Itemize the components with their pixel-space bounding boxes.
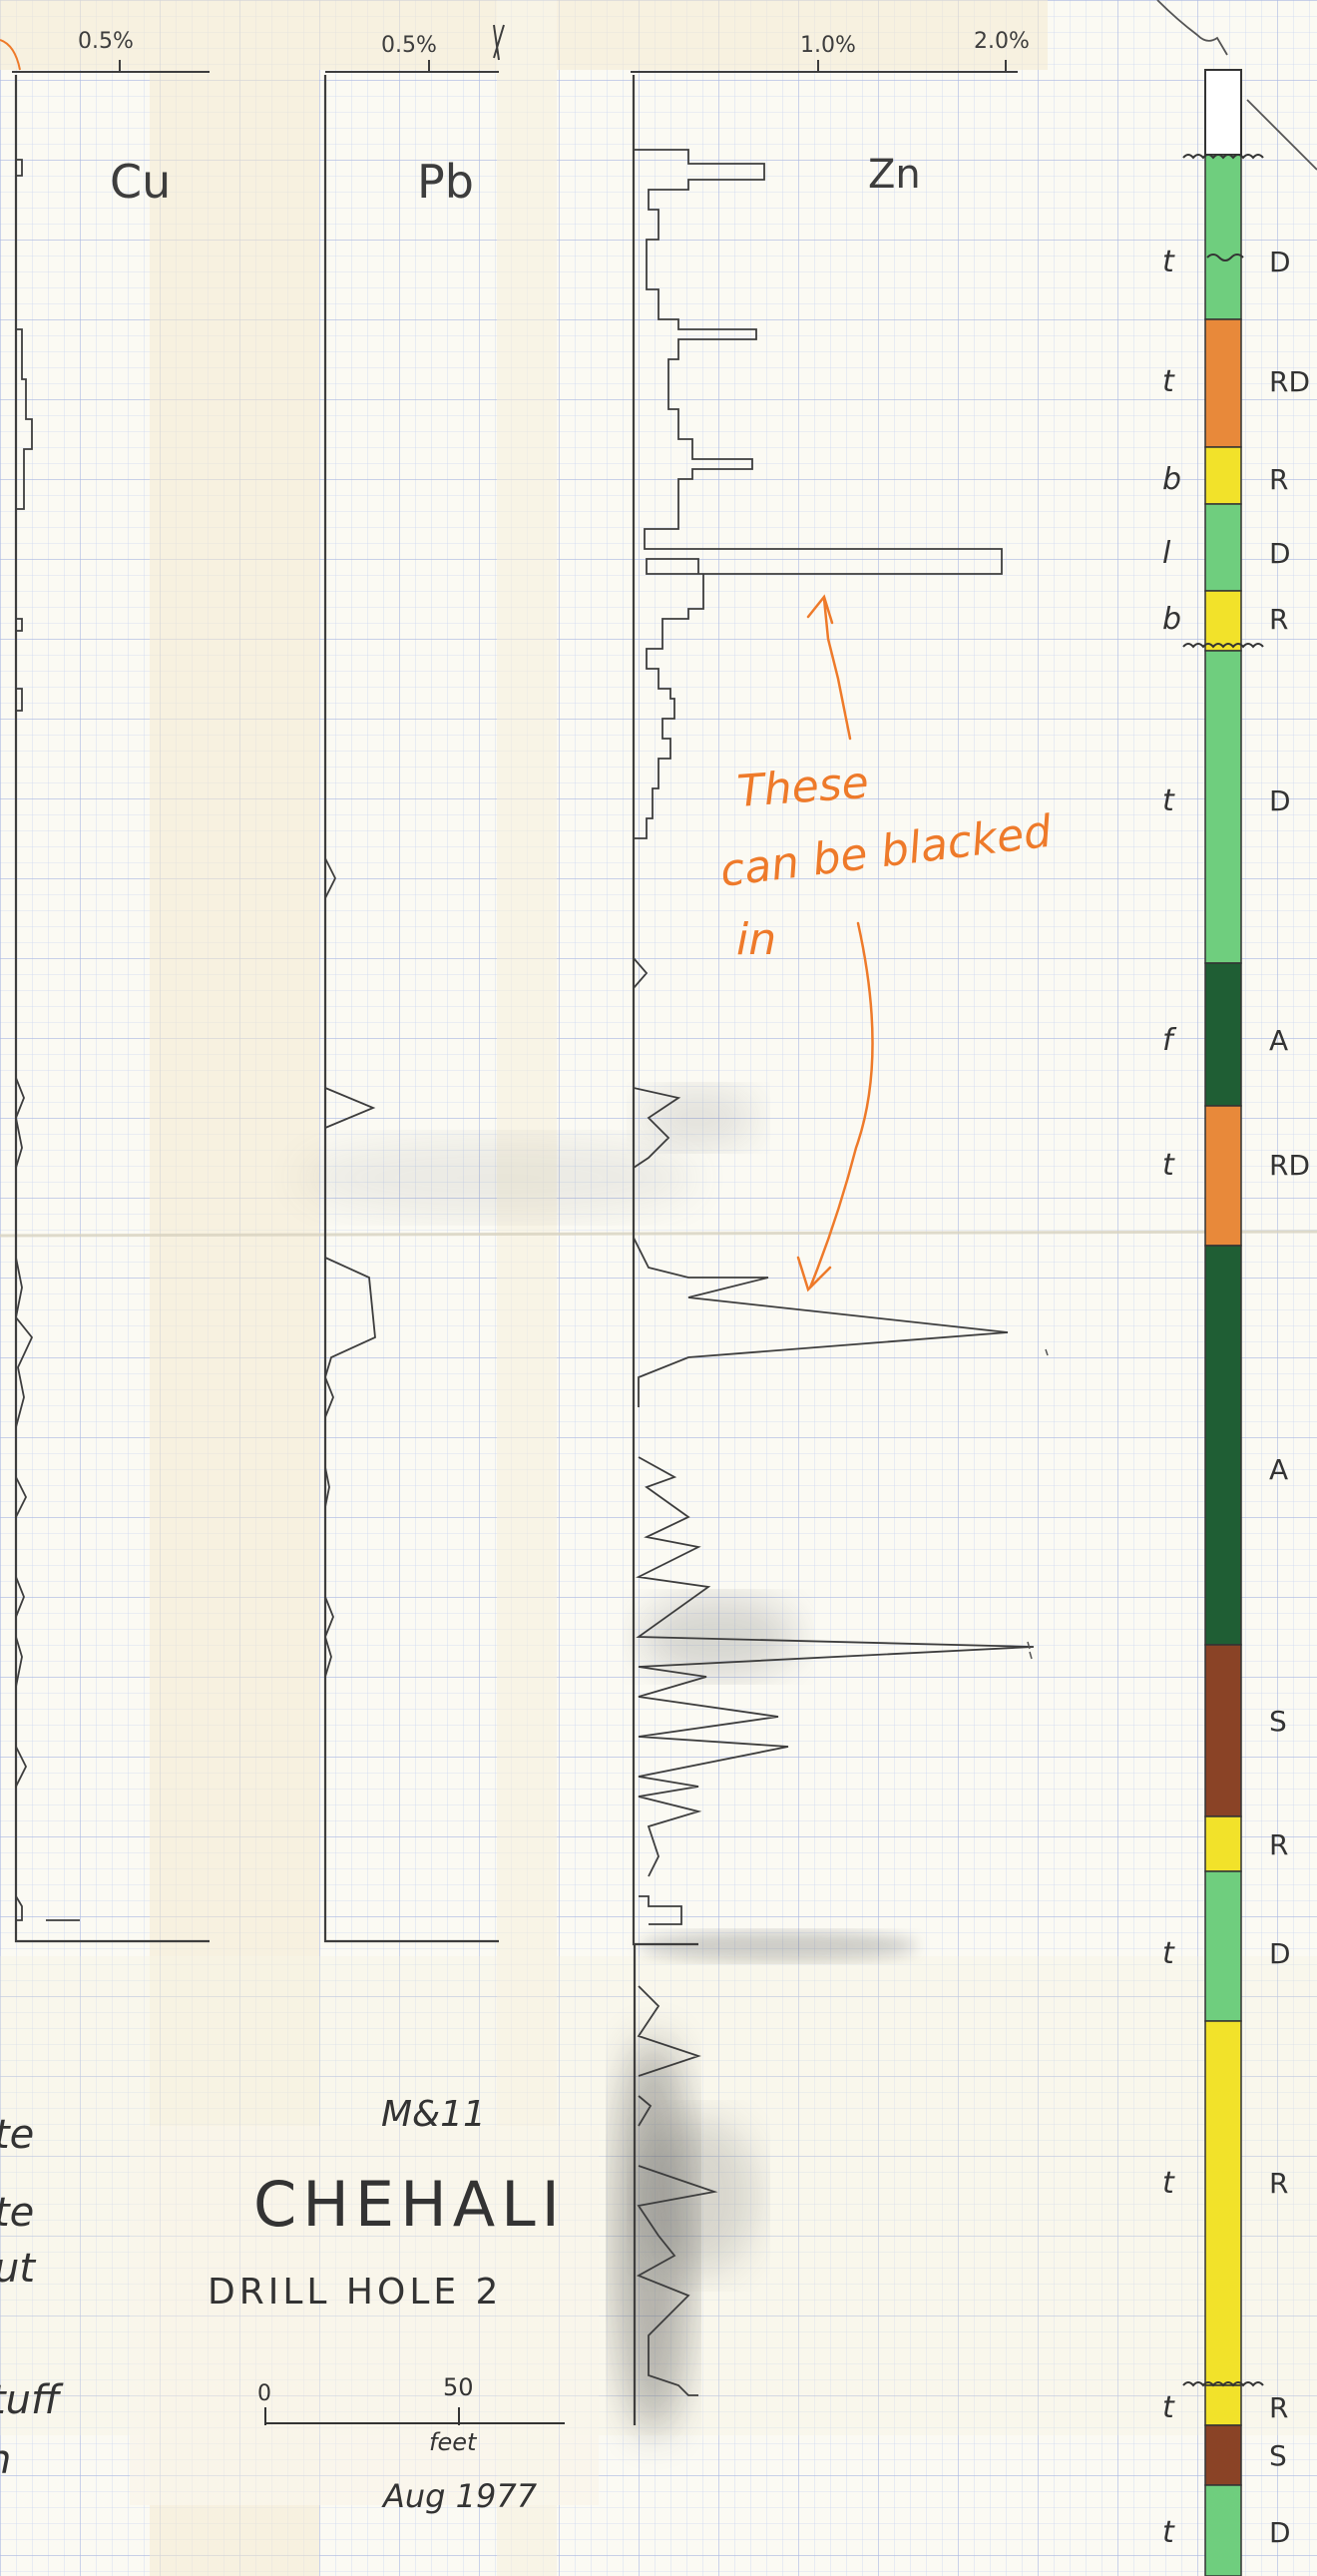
- cu-assay-curve: [15, 159, 80, 1921]
- lithology-interval: [1204, 2384, 1242, 2426]
- title-block: M&11 CHEHALI DRILL HOLE 2 0 50 feet Aug …: [208, 2094, 566, 2515]
- zn-scale-label-2: 2.0%: [974, 29, 1030, 54]
- lithology-alteration-code: D: [1269, 2516, 1291, 2549]
- left-fragment-5: n: [0, 2437, 11, 2483]
- fold-line: [0, 1230, 1317, 1238]
- lithology-interval: [1204, 1644, 1242, 1817]
- annotation-note: These can be blacked in: [717, 758, 1056, 965]
- lithology-interval: [1204, 503, 1242, 592]
- pb-track-frame: [323, 75, 499, 1943]
- lithology-interval: [1204, 1815, 1242, 1872]
- pb-scale-label: 0.5%: [381, 33, 437, 58]
- lithology-alteration-code: S: [1269, 2439, 1287, 2472]
- sheet-date: Aug 1977: [381, 2477, 538, 2515]
- cu-track-frame: [14, 75, 210, 1943]
- lithology-rock-code: t: [1162, 2515, 1175, 2550]
- lithology-rock-code: t: [1162, 245, 1175, 279]
- down-arrow: [796, 921, 874, 1292]
- scale-bar: [264, 2407, 565, 2425]
- lithology-alteration-code: D: [1269, 784, 1291, 817]
- lithology-alteration-code: R: [1269, 603, 1288, 636]
- sheet-title: CHEHALI: [253, 2168, 566, 2241]
- lithology-interval: [1204, 590, 1242, 652]
- lithology-interval: [1204, 1245, 1242, 1646]
- zn-offscale-marks: [1027, 1348, 1049, 1660]
- lithology-rock-code: b: [1162, 602, 1181, 637]
- lithology-interval: [1204, 2424, 1242, 2486]
- lithology-alteration-code: D: [1269, 1937, 1291, 1970]
- track-frames: [14, 75, 698, 2425]
- cu-track-label: Cu: [110, 155, 171, 209]
- lithology-rock-code: l: [1162, 536, 1171, 571]
- lithology-alteration-code: D: [1269, 537, 1291, 570]
- lithology-interval: [1204, 650, 1242, 964]
- lithology-alteration-code: R: [1269, 463, 1288, 496]
- lithology-rock-code: t: [1162, 1148, 1175, 1183]
- lithology-rock-code: t: [1162, 2166, 1175, 2201]
- unconformity-mark: [1182, 2381, 1264, 2387]
- lithology-unlogged-interval: [1204, 69, 1242, 156]
- drill-hole-label: DRILL HOLE 2: [208, 2272, 502, 2313]
- lithology-rock-code: t: [1162, 1936, 1175, 1971]
- track-labels: Cu Pb Zn: [110, 152, 921, 209]
- zn-assay-curve: [633, 149, 1035, 2396]
- sheet-code: M&11: [381, 2094, 486, 2135]
- left-fragment-2: te: [0, 2190, 34, 2236]
- contact-mark: [1206, 254, 1244, 261]
- annotation-line-3: in: [736, 914, 776, 965]
- lithology-alteration-code: RD: [1269, 365, 1310, 398]
- lithology-rock-code: b: [1162, 462, 1181, 497]
- lithology-interval: [1204, 2484, 1242, 2576]
- scale-lines: [0, 24, 1018, 73]
- annotation-arrows: [796, 594, 874, 1292]
- lithology-rock-code: t: [1162, 364, 1175, 399]
- annotation-line-1: These: [735, 758, 870, 817]
- pb-assay-curve: [324, 857, 376, 1678]
- zn-scale-label-1: 1.0%: [800, 33, 856, 58]
- scale-fifty: 50: [443, 2373, 474, 2401]
- pb-track-label: Pb: [417, 155, 474, 209]
- lithology-interval: [1204, 446, 1242, 505]
- map-edge-lines: [1156, 0, 1317, 171]
- left-fragment-3: ut: [0, 2246, 36, 2292]
- lithology-interval: [1204, 318, 1242, 448]
- cu-scale-label: 0.5%: [78, 29, 134, 54]
- lithology-alteration-code: R: [1269, 1828, 1288, 1861]
- zn-track-label: Zn: [868, 152, 921, 198]
- lithology-alteration-code: R: [1269, 2167, 1288, 2200]
- lithology-alteration-code: A: [1269, 1024, 1288, 1057]
- left-fragment-1: te: [0, 2112, 34, 2158]
- lithology-interval: [1204, 1105, 1242, 1247]
- scale-header: 0.5% 0.5% 1.0% 2.0%: [78, 29, 1030, 58]
- unconformity-mark: [1182, 643, 1264, 649]
- up-arrow: [806, 594, 852, 741]
- lithology-interval: [1204, 154, 1242, 320]
- unconformity-mark: [1182, 154, 1264, 160]
- scale-zero: 0: [257, 2381, 271, 2406]
- lithology-interval: [1204, 962, 1242, 1107]
- scale-unit: feet: [429, 2428, 478, 2456]
- lithology-rock-code: t: [1162, 2390, 1175, 2425]
- lithology-alteration-code: RD: [1269, 1149, 1310, 1182]
- lithology-interval: [1204, 1870, 1242, 2022]
- lithology-rock-code: t: [1162, 783, 1175, 818]
- lithology-alteration-code: S: [1269, 1705, 1287, 1738]
- lithology-alteration-code: R: [1269, 2391, 1288, 2424]
- lithology-interval: [1204, 2020, 1242, 2386]
- lithology-alteration-code: D: [1269, 246, 1291, 278]
- lithology-alteration-code: A: [1269, 1453, 1288, 1486]
